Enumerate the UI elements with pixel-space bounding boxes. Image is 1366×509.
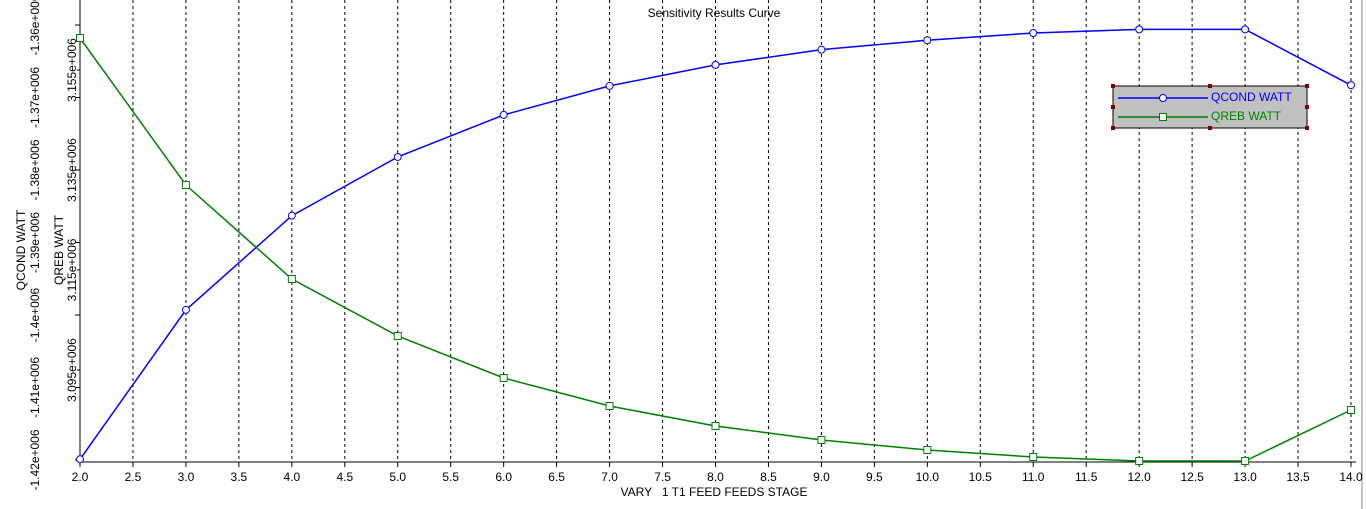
x-tick-label: 14.0 — [1339, 470, 1363, 484]
x-tick-label: 8.5 — [760, 470, 777, 484]
point — [499, 110, 508, 119]
point — [393, 152, 402, 161]
y2-tick-label: 3.115e+006 — [65, 238, 79, 301]
legend-handle — [1111, 126, 1115, 130]
x-tick-label: 5.0 — [389, 470, 406, 484]
chart-title: Sensitivity Results Curve — [648, 6, 781, 20]
x-tick-label: 5.5 — [442, 470, 459, 484]
x-tick-label: 12.0 — [1127, 470, 1151, 484]
point — [1135, 457, 1144, 465]
x-tick-label: 4.5 — [336, 470, 353, 484]
point — [1347, 81, 1355, 90]
x-tick-label: 3.0 — [178, 470, 195, 484]
point — [1347, 406, 1355, 414]
y2-tick-label: 3.135e+006 — [65, 138, 79, 202]
y-tick-label: -1.38e+006 — [28, 139, 42, 200]
point — [1029, 453, 1038, 461]
x-tick-label: 13.0 — [1233, 470, 1257, 484]
point — [711, 422, 720, 430]
y-tick-label: -1.4e+006 — [28, 287, 42, 342]
legend-handle — [1111, 105, 1115, 109]
legend-handle — [1305, 126, 1309, 130]
point — [923, 36, 932, 45]
x-tick-label: 11.5 — [1075, 470, 1098, 484]
y-tick-label: -1.37e+006 — [28, 67, 42, 128]
x-tick-label: 2.5 — [125, 470, 142, 484]
point — [605, 402, 614, 410]
x-axis-label: VARY 1 T1 FEED FEEDS STAGE — [621, 485, 808, 499]
y2-axis-label: QREB WATT — [52, 214, 66, 285]
y2-tick-label: 3.155e+006 — [65, 38, 79, 102]
point — [711, 60, 720, 69]
point — [923, 446, 932, 454]
x-tick-label: 6.0 — [495, 470, 512, 484]
legend-handle — [1305, 105, 1309, 109]
point — [605, 81, 614, 90]
x-tick-label: 6.5 — [548, 470, 565, 484]
legend-label: QCOND WATT — [1211, 90, 1292, 104]
x-tick-label: 4.0 — [283, 470, 300, 484]
point — [817, 436, 826, 444]
legend-handle — [1305, 84, 1309, 88]
point — [181, 181, 190, 189]
x-tick-label: 12.5 — [1180, 470, 1204, 484]
x-tick-label: 7.0 — [601, 470, 618, 484]
x-tick-label: 8.0 — [707, 470, 724, 484]
x-tick-label: 2.0 — [72, 470, 89, 484]
x-tick-label: 10.0 — [916, 470, 940, 484]
legend-handle — [1111, 84, 1115, 88]
point — [1029, 28, 1038, 37]
x-tick-label: 9.0 — [813, 470, 830, 484]
point — [1241, 457, 1250, 465]
point — [1241, 25, 1250, 34]
y-tick-label: -1.41e+006 — [28, 357, 42, 418]
x-tick-label: 13.5 — [1286, 470, 1310, 484]
point — [1135, 25, 1144, 34]
point — [76, 455, 84, 464]
x-tick-label: 7.5 — [654, 470, 671, 484]
point — [287, 211, 296, 220]
point — [287, 275, 296, 283]
y-axis-label: QCOND WATT — [14, 209, 28, 290]
y-tick-label: -1.42e+006 — [28, 429, 42, 490]
point — [499, 374, 508, 382]
y2-tick-label: 3.095e+006 — [65, 338, 79, 402]
point — [393, 332, 402, 340]
x-tick-label: 10.5 — [969, 470, 993, 484]
legend-handle — [1208, 84, 1212, 88]
point — [76, 34, 84, 42]
legend-marker — [1159, 94, 1167, 102]
point — [817, 45, 826, 54]
y-tick-label: -1.36e+006 — [28, 0, 42, 56]
legend-marker — [1159, 113, 1167, 121]
x-tick-label: 3.5 — [231, 470, 248, 484]
legend-handle — [1208, 126, 1212, 130]
legend-label: QREB WATT — [1211, 109, 1282, 123]
x-tick-label: 11.0 — [1022, 470, 1045, 484]
x-tick-label: 9.5 — [866, 470, 883, 484]
y-tick-label: -1.39e+006 — [28, 212, 42, 273]
point — [181, 305, 190, 314]
